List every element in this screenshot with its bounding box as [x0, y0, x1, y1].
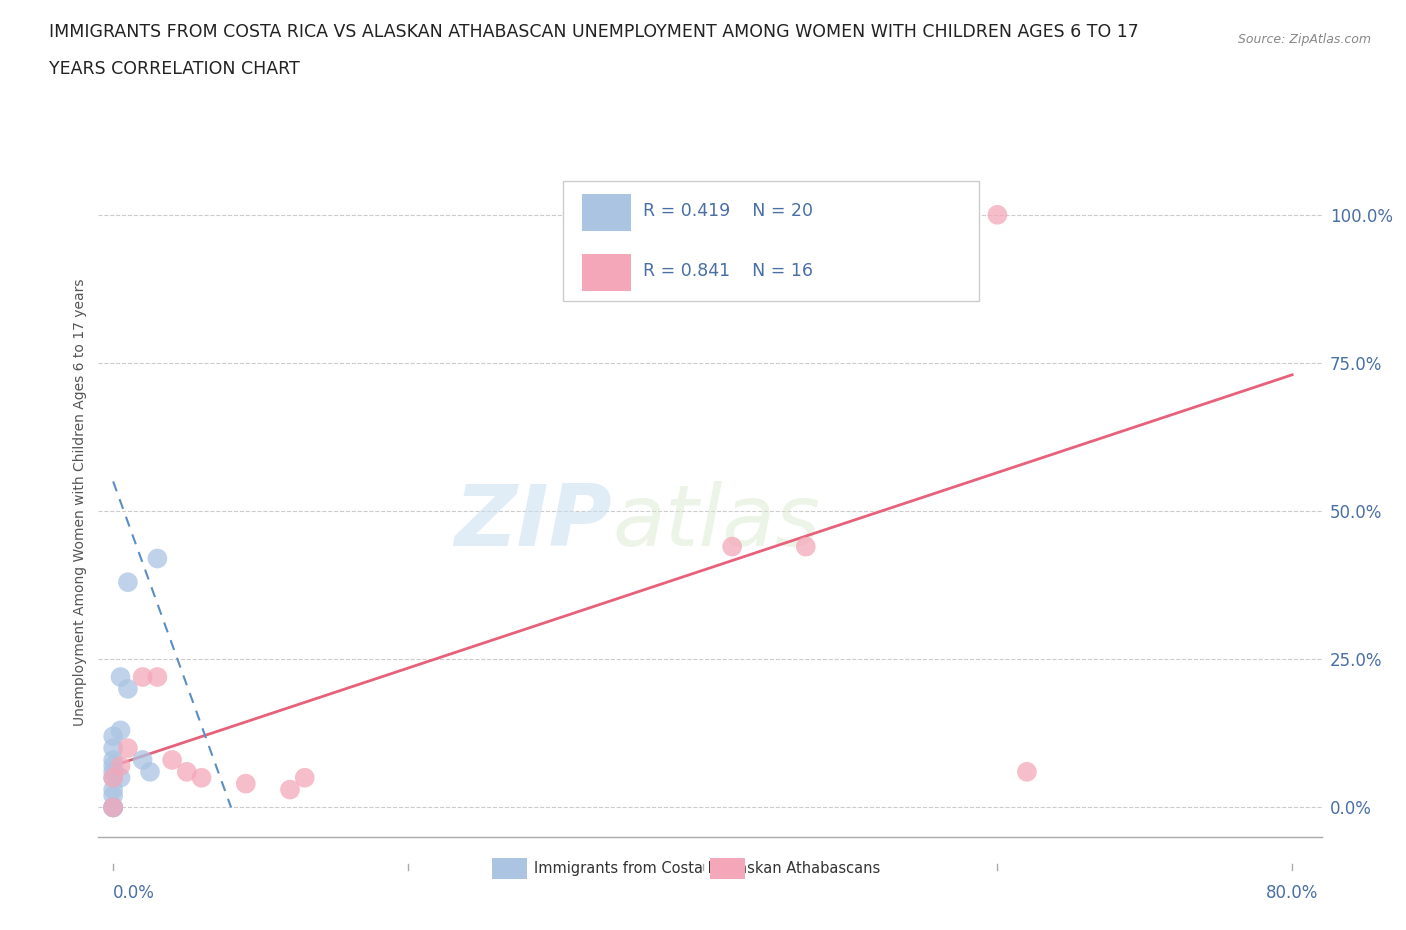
Point	[101, 770, 124, 785]
Point	[139, 764, 162, 779]
Point	[294, 770, 316, 785]
Point	[101, 729, 124, 744]
Text: 80.0%: 80.0%	[1265, 884, 1319, 902]
Point	[131, 670, 153, 684]
Text: atlas: atlas	[612, 481, 820, 564]
Point	[131, 752, 153, 767]
Bar	[582, 255, 630, 291]
Point	[110, 670, 132, 684]
Point	[117, 575, 139, 590]
Text: R = 0.841    N = 16: R = 0.841 N = 16	[643, 262, 813, 280]
Point	[101, 752, 124, 767]
Text: R = 0.419    N = 20: R = 0.419 N = 20	[643, 202, 813, 219]
Point	[101, 800, 124, 815]
Point	[101, 764, 124, 779]
Text: ZIP: ZIP	[454, 481, 612, 564]
FancyBboxPatch shape	[564, 180, 979, 301]
Point	[986, 207, 1008, 222]
Point	[101, 800, 124, 815]
Point	[190, 770, 212, 785]
Text: YEARS CORRELATION CHART: YEARS CORRELATION CHART	[49, 60, 299, 78]
Text: 0.0%: 0.0%	[112, 884, 155, 902]
Point	[101, 800, 124, 815]
Point	[101, 788, 124, 803]
Point	[1015, 764, 1038, 779]
Point	[176, 764, 198, 779]
Text: IMMIGRANTS FROM COSTA RICA VS ALASKAN ATHABASCAN UNEMPLOYMENT AMONG WOMEN WITH C: IMMIGRANTS FROM COSTA RICA VS ALASKAN AT…	[49, 23, 1139, 41]
Text: Alaskan Athabascans: Alaskan Athabascans	[724, 861, 880, 876]
Point	[721, 539, 744, 554]
Point	[101, 759, 124, 774]
Point	[110, 723, 132, 737]
Point	[117, 682, 139, 697]
Point	[101, 800, 124, 815]
Point	[235, 777, 257, 791]
Bar	[582, 194, 630, 231]
Text: Source: ZipAtlas.com: Source: ZipAtlas.com	[1237, 33, 1371, 46]
Point	[160, 752, 183, 767]
Point	[278, 782, 301, 797]
Y-axis label: Unemployment Among Women with Children Ages 6 to 17 years: Unemployment Among Women with Children A…	[73, 278, 87, 726]
Point	[101, 800, 124, 815]
Point	[117, 740, 139, 755]
Point	[110, 770, 132, 785]
Point	[101, 782, 124, 797]
Point	[794, 539, 817, 554]
Point	[146, 670, 169, 684]
Point	[101, 740, 124, 755]
Point	[110, 759, 132, 774]
Text: Immigrants from Costa Rica: Immigrants from Costa Rica	[534, 861, 740, 876]
Point	[101, 770, 124, 785]
Point	[146, 551, 169, 566]
